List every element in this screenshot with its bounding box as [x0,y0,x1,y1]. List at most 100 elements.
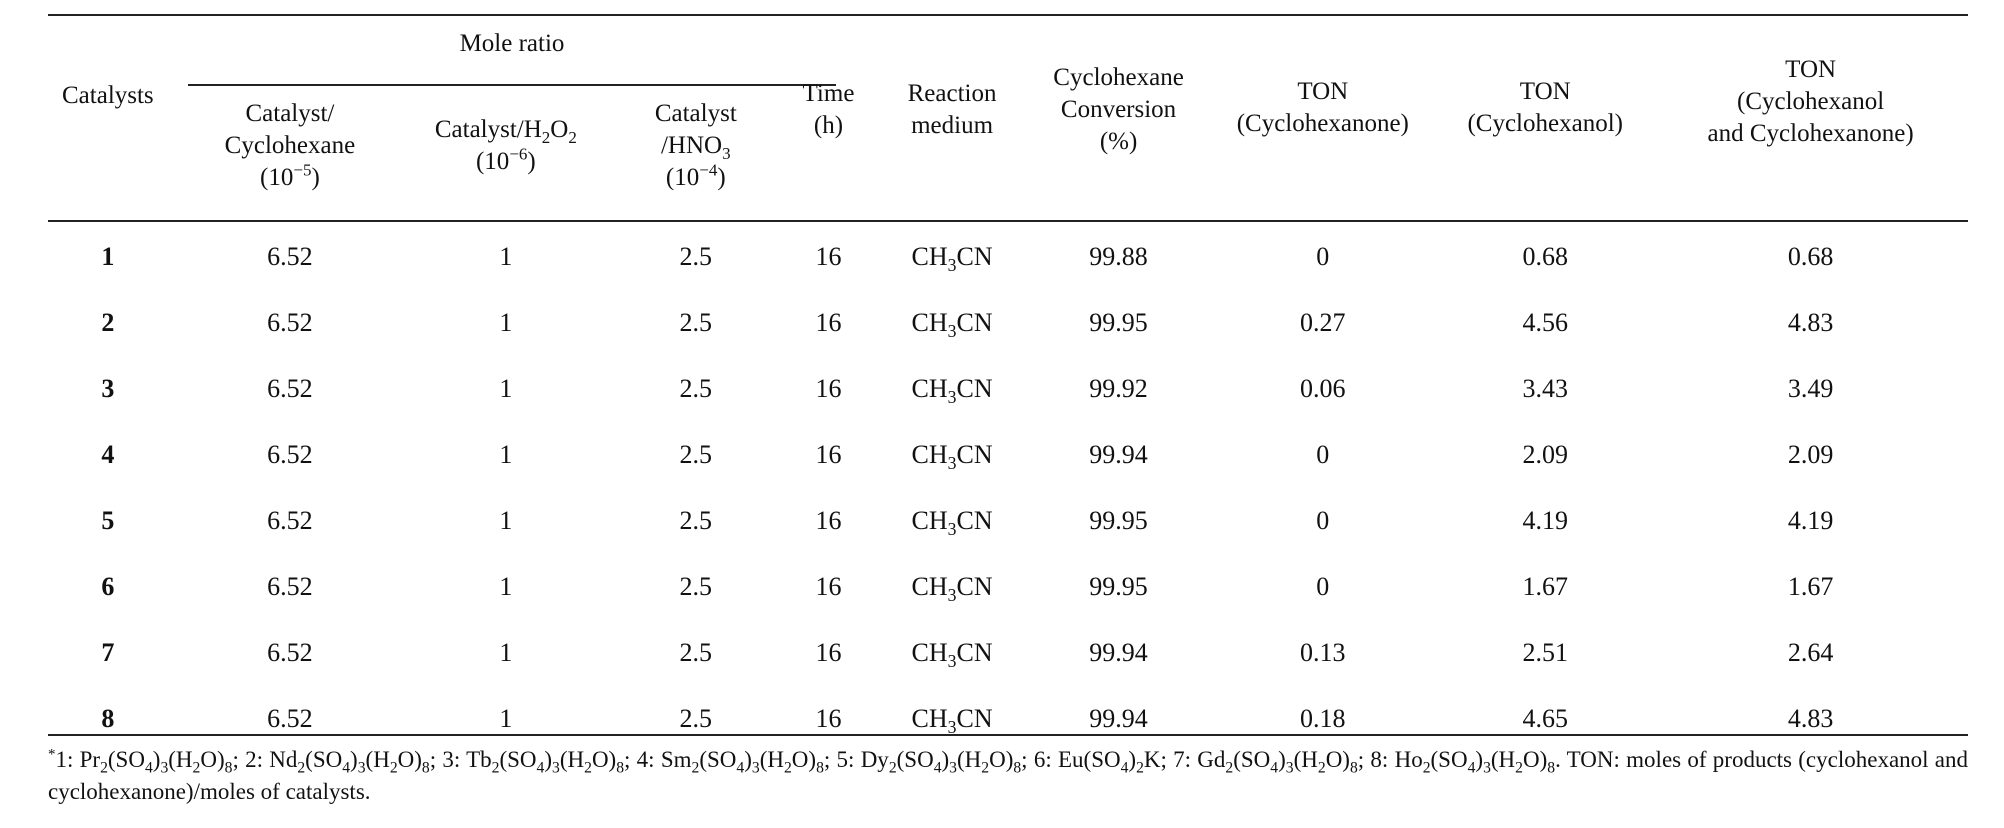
cell-cat-hno3: 2.5 [679,308,713,337]
cell-time: 16 [815,242,842,271]
cell-cat-h2o2: 1 [499,374,513,403]
cell-medium: CH3CN [911,440,993,474]
cell-cat-hno3: 2.5 [679,506,713,535]
cell-ton-one: 0 [1316,572,1330,601]
cell-ton-both: 2.09 [1787,440,1834,469]
cell-catalyst: 3 [101,374,115,403]
header-conversion-line: Conversion [1060,96,1177,123]
cell-conversion: 99.95 [1089,308,1148,337]
cell-conversion: 99.94 [1089,440,1148,469]
cell-time: 16 [815,374,842,403]
cell-ton-both: 1.67 [1787,572,1834,601]
cell-cat-cyclohexane: 6.52 [267,374,313,403]
header-catalyst-cyclohexane-line: (10−5) [260,160,320,191]
header-reaction-medium-line: medium [911,112,994,139]
header-ton-both-line: TON [1785,56,1837,83]
cell-time: 16 [815,704,842,733]
cell-cat-cyclohexane: 6.52 [267,440,313,469]
cell-conversion: 99.95 [1089,506,1148,535]
header-time-line: (h) [813,112,844,139]
header-conversion: Cyclohexane Conversion (%) [1021,62,1216,158]
cell-time: 16 [815,440,842,469]
table-bottom-rule [48,734,1968,736]
header-ton-both: TON (Cyclohexanol and Cyclohexanone) [1655,54,1967,150]
cell-conversion: 99.92 [1089,374,1148,403]
cell-medium: CH3CN [911,704,993,738]
header-ton-both-line: (Cyclohexanol [1737,88,1885,115]
cell-ton-both: 4.83 [1787,308,1834,337]
cell-time: 16 [815,572,842,601]
cell-ton-ol: 4.65 [1522,704,1568,733]
cell-catalyst: 5 [101,506,115,535]
cell-ton-ol: 2.51 [1522,638,1568,667]
cell-conversion: 99.95 [1089,572,1148,601]
cell-cat-cyclohexane: 6.52 [267,638,313,667]
header-conversion-line: (%) [1099,128,1138,155]
header-ton-cyclohexanol: TON (Cyclohexanol) [1435,76,1656,140]
cell-ton-both: 4.83 [1787,704,1834,733]
footnote-text: *1: Pr2(SO4)3(H2O)8; 2: Nd2(SO4)3(H2O)8;… [48,746,1969,804]
cell-ton-ol: 0.68 [1522,242,1568,271]
header-ton-cyclohexanone: TON (Cyclohexanone) [1199,76,1446,140]
cell-cat-cyclohexane: 6.52 [267,704,313,733]
header-catalyst-hno3: Catalyst/HNO3 (10−4) [611,98,780,194]
cell-catalyst: 4 [101,440,115,469]
cell-cat-h2o2: 1 [499,638,513,667]
cell-conversion: 99.94 [1089,704,1148,733]
header-catalyst-cyclohexane-line: Catalyst/ [245,100,335,127]
cell-catalyst: 6 [101,572,115,601]
cell-time: 16 [815,506,842,535]
cell-ton-ol: 4.56 [1522,308,1568,337]
cell-ton-one: 0 [1316,506,1330,535]
cell-ton-both: 4.19 [1787,506,1834,535]
header-catalyst-cyclohexane: Catalyst/Cyclohexane (10−5) [166,98,413,194]
header-time-line: Time [802,80,855,107]
cell-cat-cyclohexane: 6.52 [267,572,313,601]
cell-ton-one: 0.18 [1300,704,1346,733]
cell-cat-h2o2: 1 [499,308,513,337]
header-catalyst-cyclohexane-line: Cyclohexane [224,132,356,159]
cell-ton-ol: 1.67 [1522,572,1568,601]
header-catalyst-hno3-line: (10−4) [665,160,726,191]
table-footnote: *1: Pr2(SO4)3(H2O)8; 2: Nd2(SO4)3(H2O)8;… [48,744,1968,808]
cell-ton-both: 0.68 [1787,242,1834,271]
table-header-rule [48,220,1968,222]
cell-ton-one: 0 [1316,440,1330,469]
header-reaction-medium-line: Reaction [907,80,997,107]
cell-catalyst: 8 [101,704,115,733]
cell-medium: CH3CN [911,242,993,276]
cell-ton-one: 0.27 [1300,308,1346,337]
mole-ratio-rule [188,84,836,86]
cell-cat-cyclohexane: 6.52 [267,308,313,337]
cell-cat-hno3: 2.5 [679,374,713,403]
cell-ton-both: 2.64 [1787,638,1834,667]
cell-cat-cyclohexane: 6.52 [267,242,313,271]
header-ton-cyclohexanone-line: (Cyclohexanone) [1236,110,1409,137]
header-mole-ratio: Mole ratio [459,30,565,57]
header-ton-cyclohexanone-line: TON [1297,78,1349,105]
header-conversion-line: Cyclohexane [1053,64,1184,91]
cell-cat-h2o2: 1 [499,704,513,733]
cell-conversion: 99.94 [1089,638,1148,667]
cell-time: 16 [815,308,842,337]
cell-medium: CH3CN [911,374,993,408]
cell-medium: CH3CN [911,308,993,342]
header-catalysts: Catalysts [62,82,154,109]
cell-cat-h2o2: 1 [499,242,513,271]
cell-cat-hno3: 2.5 [679,704,713,733]
cell-ton-ol: 2.09 [1522,440,1568,469]
cell-cat-cyclohexane: 6.52 [267,506,313,535]
header-catalyst-h2o2: Catalyst/H2O2 (10−6) [382,114,629,178]
cell-medium: CH3CN [911,506,993,540]
header-ton-cyclohexanol-line: TON [1519,78,1571,105]
header-reaction-medium: Reaction medium [874,78,1030,142]
cell-time: 16 [815,638,842,667]
cell-cat-hno3: 2.5 [679,242,713,271]
header-catalyst-hno3-line: Catalyst [654,100,737,127]
cell-ton-ol: 4.19 [1522,506,1568,535]
cell-cat-h2o2: 1 [499,440,513,469]
cell-ton-one: 0.06 [1300,374,1346,403]
cell-catalyst: 2 [101,308,115,337]
cell-cat-h2o2: 1 [499,572,513,601]
header-ton-cyclohexanol-line: (Cyclohexanol) [1467,110,1623,137]
